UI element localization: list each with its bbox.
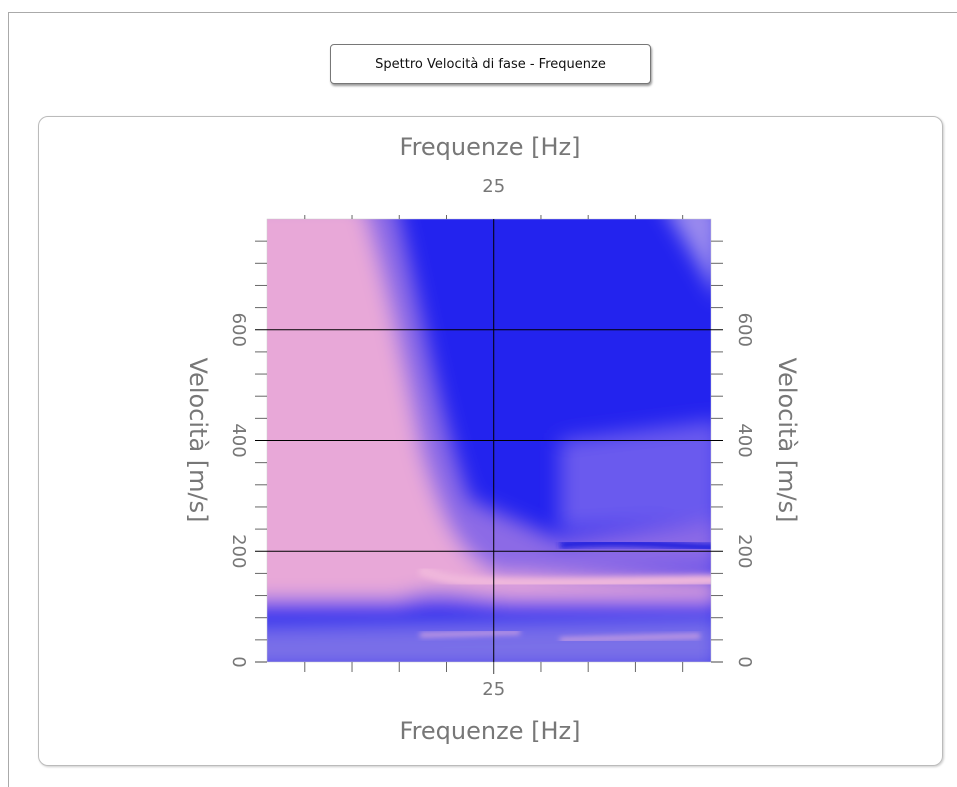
chart-panel [38, 116, 943, 766]
y-axis-title-left: Velocità [m/s] [184, 358, 212, 523]
y-tick-label: 200 [228, 534, 249, 568]
y-tick-label: 600 [734, 313, 755, 347]
x-tick-label: 25 [482, 176, 505, 197]
y-tick-label: 400 [228, 423, 249, 457]
heatmap [267, 219, 711, 662]
spectrum-button[interactable]: Spettro Velocità di fase - Frequenze [330, 44, 651, 84]
x-axis-title-top: Frequenze [Hz] [400, 133, 581, 161]
left-border [8, 12, 9, 787]
top-border [8, 12, 957, 13]
y-tick-label: 200 [734, 534, 755, 568]
x-tick-label: 25 [482, 679, 505, 700]
y-axis-title-right: Velocità [m/s] [773, 358, 801, 523]
x-axis-title-bottom: Frequenze [Hz] [400, 717, 581, 745]
y-tick-label: 0 [734, 656, 755, 667]
y-tick-label: 0 [228, 656, 249, 667]
y-tick-label: 600 [228, 313, 249, 347]
y-tick-label: 400 [734, 423, 755, 457]
